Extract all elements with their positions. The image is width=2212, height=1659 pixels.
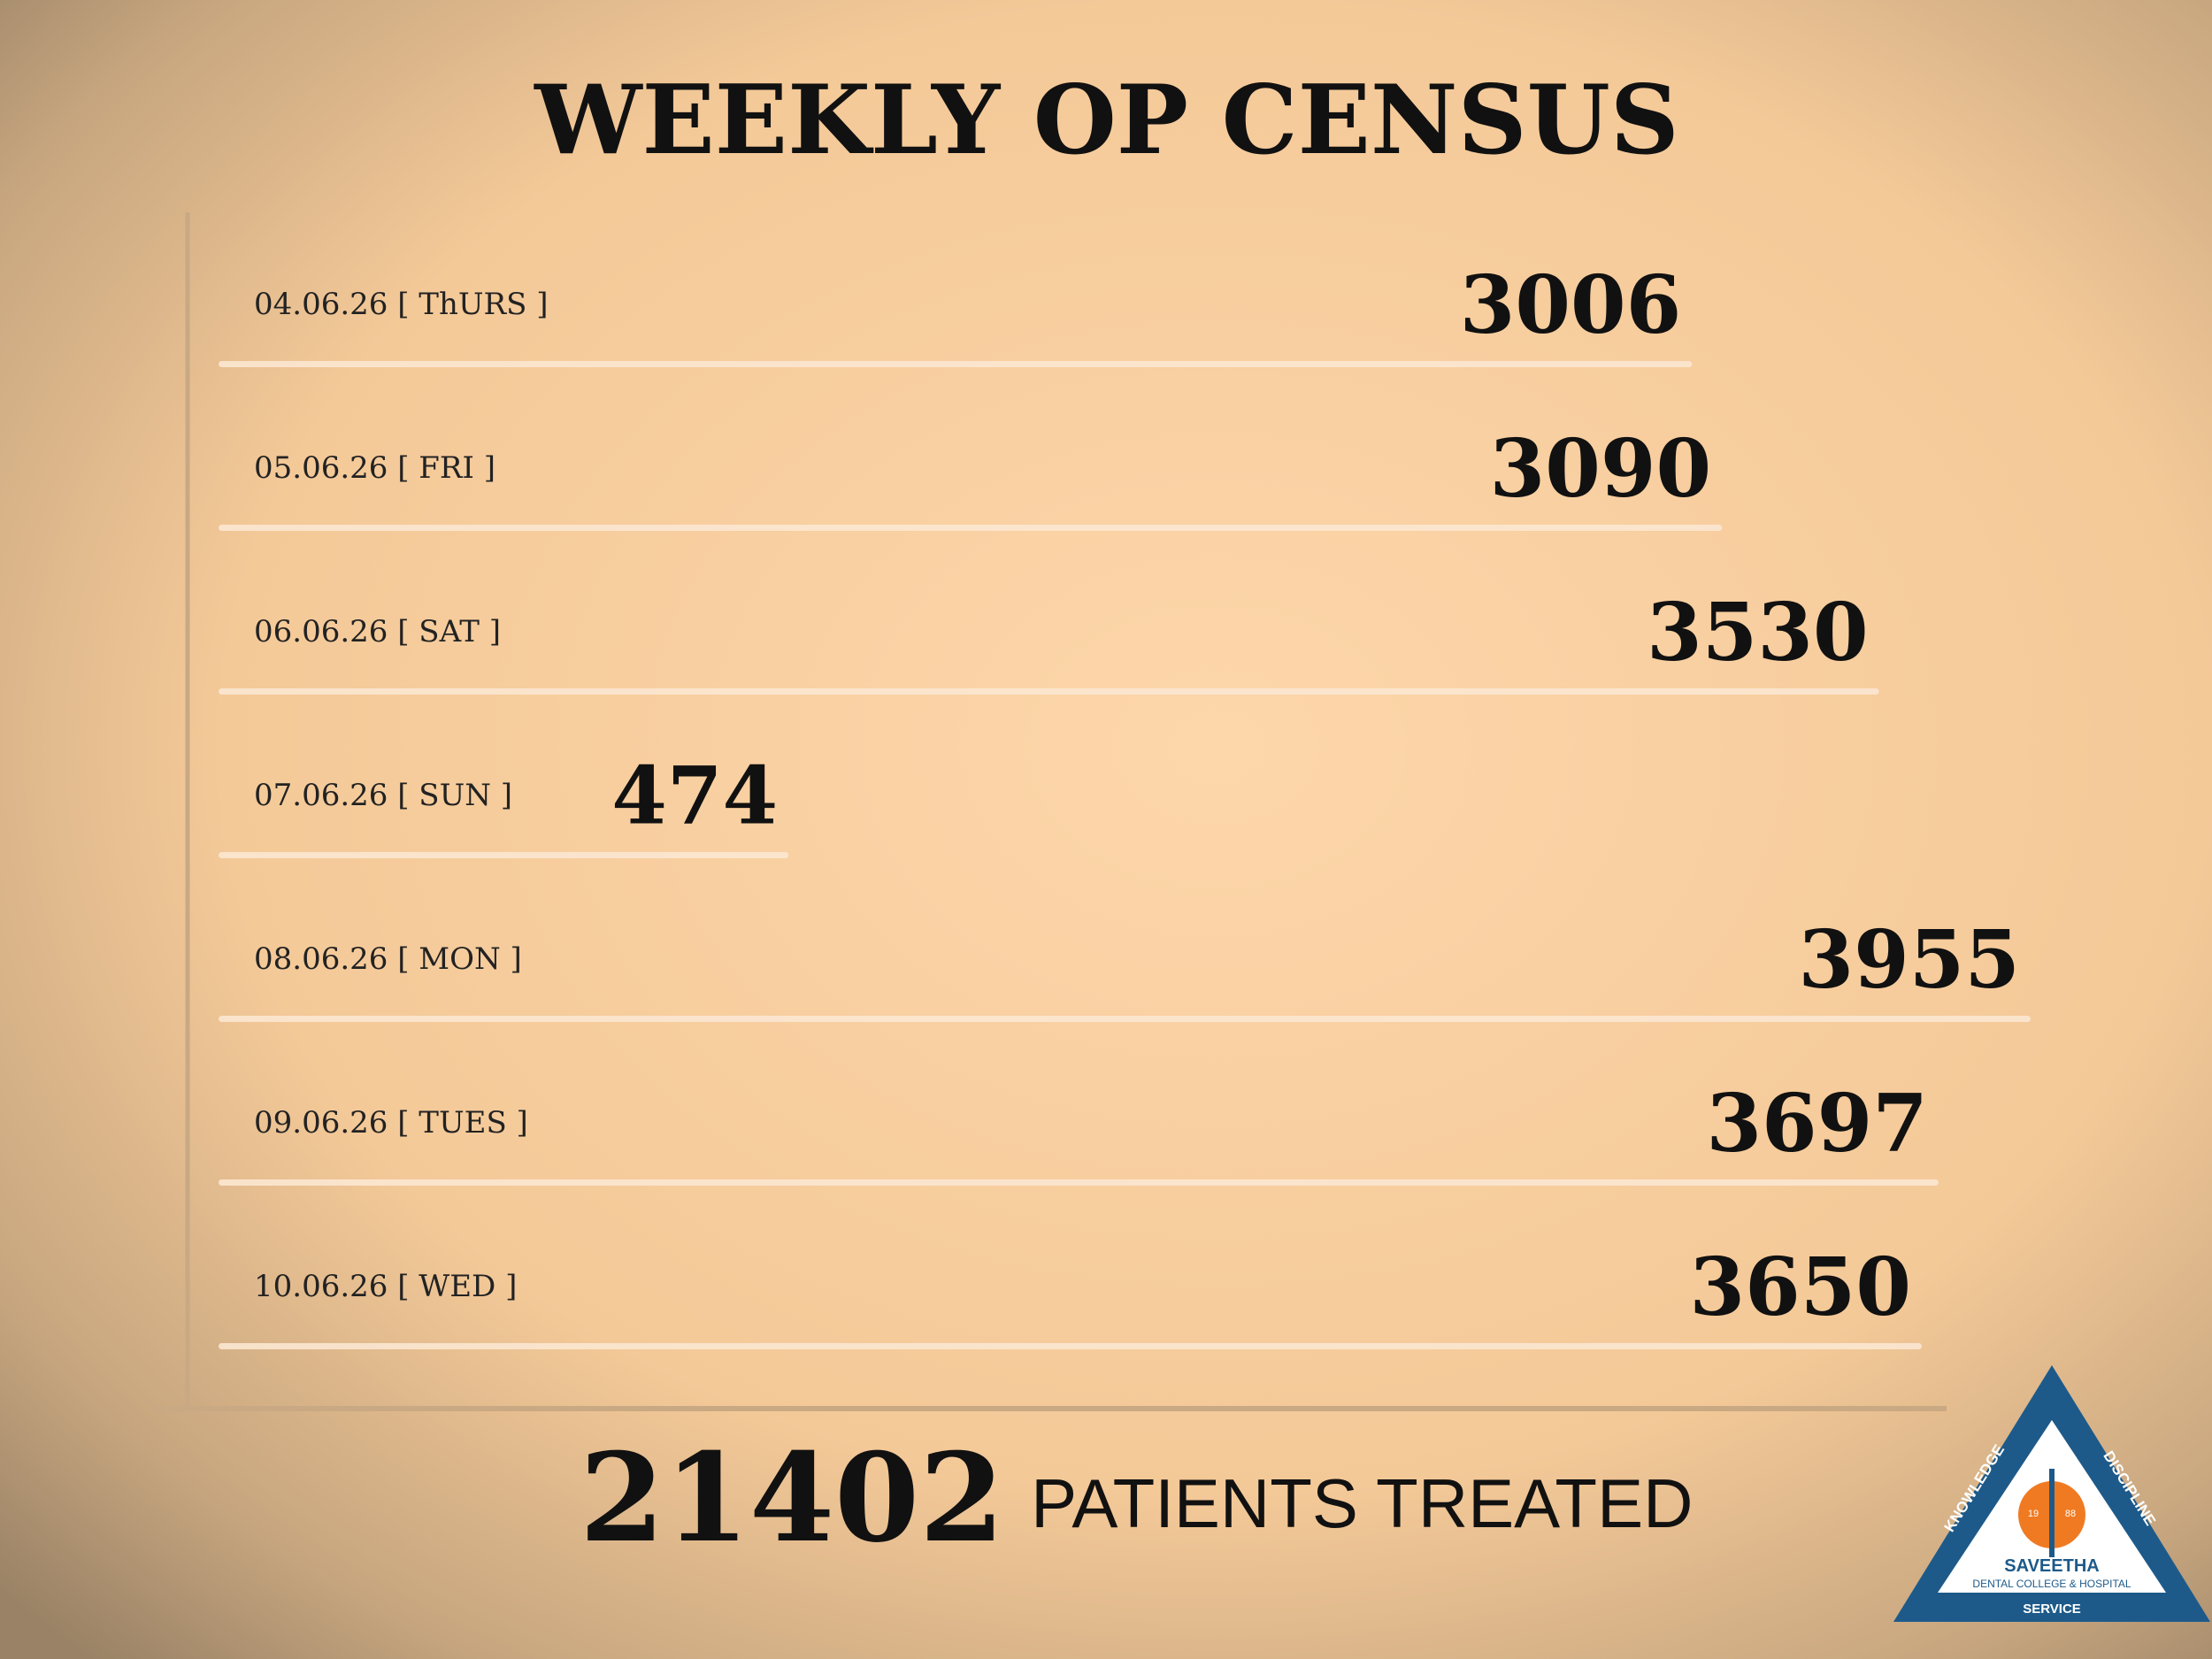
logo-year: 88 bbox=[2065, 1509, 2076, 1519]
total-value: 21402 bbox=[580, 1425, 1004, 1570]
category-label: 10.06.26 [ WED ] bbox=[254, 1269, 517, 1304]
value-label: 3530 bbox=[1647, 586, 1869, 680]
total-label: PATIENTS TREATED bbox=[1031, 1464, 1693, 1542]
bar bbox=[219, 525, 1723, 531]
total-text: 21402 PATIENTS TREATED bbox=[580, 1425, 1693, 1570]
bar bbox=[219, 1343, 1922, 1349]
bar bbox=[219, 361, 1693, 367]
category-label: 09.06.26 [ TUES ] bbox=[254, 1105, 528, 1141]
bar bbox=[219, 852, 789, 858]
bar bbox=[219, 1016, 2031, 1022]
category-label: 06.06.26 [ SAT ] bbox=[254, 614, 501, 649]
logo-service: SERVICE bbox=[2023, 1601, 2081, 1617]
value-label: 3650 bbox=[1689, 1240, 1911, 1334]
logo-year: 19 bbox=[2028, 1509, 2039, 1519]
logo-name: SAVEETHA bbox=[2004, 1556, 2099, 1576]
bar bbox=[219, 1179, 1939, 1186]
bar bbox=[219, 688, 1879, 695]
value-label: 474 bbox=[611, 749, 778, 843]
value-label: 3006 bbox=[1460, 258, 1682, 352]
chart-title: WEEKLY OP CENSUS bbox=[534, 65, 1679, 176]
category-label: 07.06.26 [ SUN ] bbox=[254, 778, 512, 813]
category-label: 08.06.26 [ MON ] bbox=[254, 941, 522, 977]
value-label: 3090 bbox=[1490, 422, 1712, 516]
value-label: 3697 bbox=[1706, 1077, 1928, 1171]
category-label: 04.06.26 [ ThURS ] bbox=[254, 287, 548, 322]
category-label: 05.06.26 [ FRI ] bbox=[254, 450, 495, 486]
value-label: 3955 bbox=[1799, 913, 2021, 1007]
logo-subtitle: DENTAL COLLEGE & HOSPITAL bbox=[1972, 1578, 2131, 1590]
